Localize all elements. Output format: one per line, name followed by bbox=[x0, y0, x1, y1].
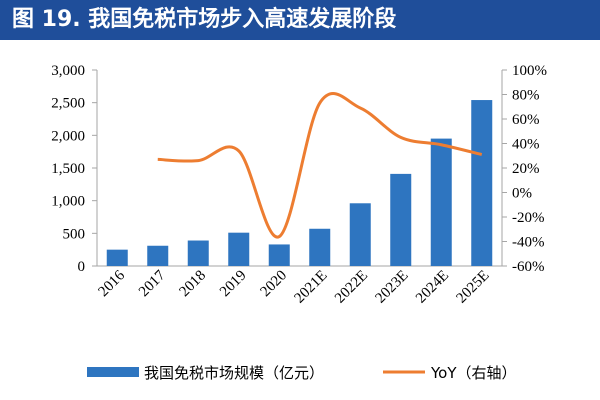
bar bbox=[228, 232, 250, 266]
right-tick-label: -20% bbox=[512, 210, 545, 226]
x-tick-label: 2023E bbox=[373, 268, 412, 307]
left-tick-label: 1,500 bbox=[51, 161, 85, 177]
legend-line-label: YoY（右轴） bbox=[430, 364, 517, 382]
right-tick-label: -40% bbox=[512, 235, 545, 251]
x-tick-label: 2022E bbox=[332, 268, 371, 307]
figure-title: 图 19. 我国免税市场步入高速发展阶段 bbox=[0, 0, 600, 40]
right-tick-label: 60% bbox=[512, 112, 540, 128]
bar bbox=[349, 203, 371, 266]
legend-bar-label: 我国免税市场规模（亿元） bbox=[144, 364, 324, 382]
left-axis-ticks: 0 500 1,000 1,500 2,000 2,500 3,000 bbox=[51, 63, 97, 275]
yoy-line bbox=[157, 92, 483, 239]
x-tick-label: 2019 bbox=[217, 268, 250, 301]
x-tick-label: 2020 bbox=[258, 268, 291, 301]
legend: 我国免税市场规模（亿元） YoY（右轴） bbox=[87, 364, 517, 382]
line-series bbox=[157, 92, 483, 239]
right-tick-label: -60% bbox=[512, 259, 545, 275]
right-tick-label: 100% bbox=[512, 63, 547, 79]
left-tick-label: 1,000 bbox=[51, 194, 85, 210]
bar-series bbox=[106, 100, 493, 266]
left-tick-label: 0 bbox=[78, 259, 86, 275]
bar bbox=[147, 245, 169, 266]
x-tick-label: 2024E bbox=[413, 268, 452, 307]
x-tick-label: 2018 bbox=[177, 268, 210, 301]
right-tick-label: 0% bbox=[512, 186, 532, 202]
x-tick-label: 2025E bbox=[454, 268, 493, 307]
x-tick-label: 2017 bbox=[136, 267, 169, 300]
left-tick-label: 2,500 bbox=[51, 96, 85, 112]
bar bbox=[430, 138, 452, 266]
x-axis-ticks: 2016 2017 2018 2019 2020 2021E 2022E 2023E 2024E… bbox=[96, 267, 493, 306]
x-tick-label: 2021E bbox=[292, 268, 331, 307]
left-tick-label: 2,000 bbox=[51, 128, 85, 144]
right-tick-label: 20% bbox=[512, 161, 540, 177]
bar bbox=[390, 173, 412, 266]
bar bbox=[471, 100, 493, 266]
right-tick-label: 40% bbox=[512, 137, 540, 153]
bar bbox=[268, 244, 290, 266]
right-tick-label: 80% bbox=[512, 88, 540, 104]
bar bbox=[187, 240, 209, 266]
right-axis-ticks: -60% -40% -20% 0% 20% 40% 60% 80% 100% bbox=[502, 63, 547, 275]
bar bbox=[309, 228, 331, 266]
left-tick-label: 3,000 bbox=[51, 63, 85, 79]
legend-bar-swatch bbox=[87, 367, 139, 377]
x-tick-label: 2016 bbox=[96, 267, 129, 300]
bar bbox=[106, 249, 128, 266]
left-tick-label: 500 bbox=[63, 226, 86, 242]
